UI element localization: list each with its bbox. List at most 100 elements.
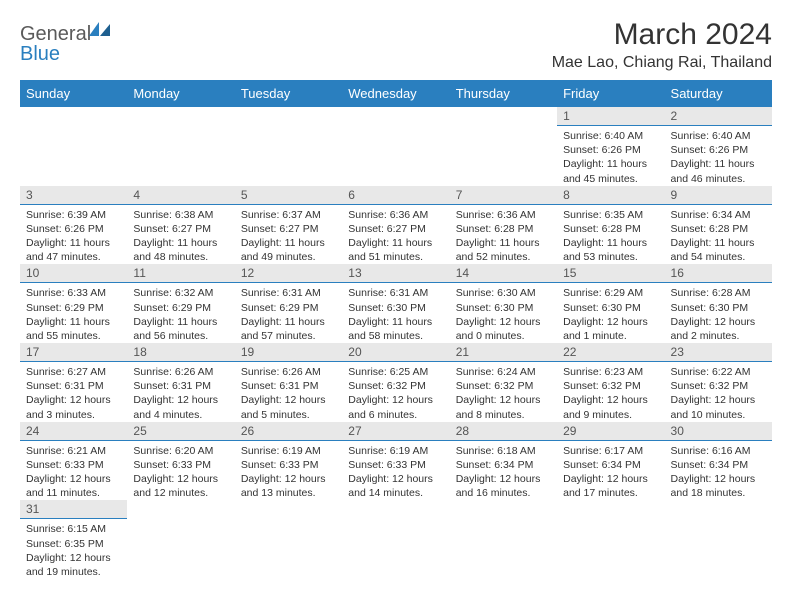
- day-cell: 4Sunrise: 6:38 AMSunset: 6:27 PMDaylight…: [127, 186, 234, 265]
- sunset-line: Sunset: 6:27 PM: [241, 222, 336, 236]
- day-number: 29: [557, 422, 664, 441]
- day-body: Sunrise: 6:20 AMSunset: 6:33 PMDaylight:…: [127, 441, 234, 501]
- weekday-header: Saturday: [665, 80, 772, 107]
- calendar: SundayMondayTuesdayWednesdayThursdayFrid…: [20, 80, 772, 579]
- daylight-line: Daylight: 11 hours and 57 minutes.: [241, 315, 336, 343]
- day-number: 6: [342, 186, 449, 205]
- sunset-line: Sunset: 6:34 PM: [671, 458, 766, 472]
- sunrise-line: Sunrise: 6:24 AM: [456, 365, 551, 379]
- daylight-line: Daylight: 12 hours and 1 minute.: [563, 315, 658, 343]
- day-cell: 3Sunrise: 6:39 AMSunset: 6:26 PMDaylight…: [20, 186, 127, 265]
- day-cell: 28Sunrise: 6:18 AMSunset: 6:34 PMDayligh…: [450, 422, 557, 501]
- sunrise-line: Sunrise: 6:40 AM: [671, 129, 766, 143]
- day-number: 22: [557, 343, 664, 362]
- daylight-line: Daylight: 12 hours and 12 minutes.: [133, 472, 228, 500]
- day-cell: 25Sunrise: 6:20 AMSunset: 6:33 PMDayligh…: [127, 422, 234, 501]
- weekday-header: Friday: [557, 80, 664, 107]
- day-number: 13: [342, 264, 449, 283]
- day-body: Sunrise: 6:37 AMSunset: 6:27 PMDaylight:…: [235, 205, 342, 265]
- sunrise-line: Sunrise: 6:17 AM: [563, 444, 658, 458]
- day-body: Sunrise: 6:18 AMSunset: 6:34 PMDaylight:…: [450, 441, 557, 501]
- daylight-line: Daylight: 11 hours and 55 minutes.: [26, 315, 121, 343]
- sunset-line: Sunset: 6:30 PM: [671, 301, 766, 315]
- daylight-line: Daylight: 11 hours and 58 minutes.: [348, 315, 443, 343]
- sunset-line: Sunset: 6:34 PM: [563, 458, 658, 472]
- logo-text: General Blue: [20, 24, 111, 64]
- day-body: Sunrise: 6:34 AMSunset: 6:28 PMDaylight:…: [665, 205, 772, 265]
- day-cell: 24Sunrise: 6:21 AMSunset: 6:33 PMDayligh…: [20, 422, 127, 501]
- sunrise-line: Sunrise: 6:22 AM: [671, 365, 766, 379]
- empty-cell: [20, 107, 127, 186]
- day-number: 1: [557, 107, 664, 126]
- sunrise-line: Sunrise: 6:19 AM: [348, 444, 443, 458]
- daylight-line: Daylight: 11 hours and 46 minutes.: [671, 157, 766, 185]
- location: Mae Lao, Chiang Rai, Thailand: [552, 54, 772, 72]
- header: General Blue March 2024 Mae Lao, Chiang …: [20, 18, 772, 72]
- sail-icon: [89, 22, 111, 36]
- day-body: Sunrise: 6:40 AMSunset: 6:26 PMDaylight:…: [557, 126, 664, 186]
- day-number: 5: [235, 186, 342, 205]
- calendar-body: 1Sunrise: 6:40 AMSunset: 6:26 PMDaylight…: [20, 107, 772, 579]
- day-body: Sunrise: 6:28 AMSunset: 6:30 PMDaylight:…: [665, 283, 772, 343]
- day-body: Sunrise: 6:16 AMSunset: 6:34 PMDaylight:…: [665, 441, 772, 501]
- day-body: Sunrise: 6:17 AMSunset: 6:34 PMDaylight:…: [557, 441, 664, 501]
- weekday-row: SundayMondayTuesdayWednesdayThursdayFrid…: [20, 80, 772, 107]
- daylight-line: Daylight: 11 hours and 53 minutes.: [563, 236, 658, 264]
- day-body: Sunrise: 6:40 AMSunset: 6:26 PMDaylight:…: [665, 126, 772, 186]
- daylight-line: Daylight: 12 hours and 18 minutes.: [671, 472, 766, 500]
- day-number: 14: [450, 264, 557, 283]
- sunrise-line: Sunrise: 6:15 AM: [26, 522, 121, 536]
- sunset-line: Sunset: 6:32 PM: [563, 379, 658, 393]
- sunset-line: Sunset: 6:29 PM: [133, 301, 228, 315]
- day-cell: 11Sunrise: 6:32 AMSunset: 6:29 PMDayligh…: [127, 264, 234, 343]
- day-number: 3: [20, 186, 127, 205]
- day-body: Sunrise: 6:29 AMSunset: 6:30 PMDaylight:…: [557, 283, 664, 343]
- sunrise-line: Sunrise: 6:39 AM: [26, 208, 121, 222]
- month-title: March 2024: [552, 18, 772, 52]
- day-number: 20: [342, 343, 449, 362]
- day-cell: 14Sunrise: 6:30 AMSunset: 6:30 PMDayligh…: [450, 264, 557, 343]
- sunrise-line: Sunrise: 6:29 AM: [563, 286, 658, 300]
- sunset-line: Sunset: 6:32 PM: [671, 379, 766, 393]
- sunset-line: Sunset: 6:26 PM: [563, 143, 658, 157]
- day-body: Sunrise: 6:31 AMSunset: 6:29 PMDaylight:…: [235, 283, 342, 343]
- daylight-line: Daylight: 12 hours and 3 minutes.: [26, 393, 121, 421]
- day-number: 24: [20, 422, 127, 441]
- sunset-line: Sunset: 6:33 PM: [241, 458, 336, 472]
- sunrise-line: Sunrise: 6:31 AM: [241, 286, 336, 300]
- day-number: 12: [235, 264, 342, 283]
- sunset-line: Sunset: 6:35 PM: [26, 537, 121, 551]
- day-cell: 1Sunrise: 6:40 AMSunset: 6:26 PMDaylight…: [557, 107, 664, 186]
- weekday-header: Sunday: [20, 80, 127, 107]
- sunset-line: Sunset: 6:27 PM: [133, 222, 228, 236]
- daylight-line: Daylight: 11 hours and 45 minutes.: [563, 157, 658, 185]
- sunrise-line: Sunrise: 6:28 AM: [671, 286, 766, 300]
- daylight-line: Daylight: 12 hours and 2 minutes.: [671, 315, 766, 343]
- day-number: 25: [127, 422, 234, 441]
- sunset-line: Sunset: 6:32 PM: [348, 379, 443, 393]
- sunset-line: Sunset: 6:30 PM: [563, 301, 658, 315]
- day-body: Sunrise: 6:25 AMSunset: 6:32 PMDaylight:…: [342, 362, 449, 422]
- day-body: Sunrise: 6:21 AMSunset: 6:33 PMDaylight:…: [20, 441, 127, 501]
- day-cell: 29Sunrise: 6:17 AMSunset: 6:34 PMDayligh…: [557, 422, 664, 501]
- day-cell: 30Sunrise: 6:16 AMSunset: 6:34 PMDayligh…: [665, 422, 772, 501]
- day-body: Sunrise: 6:19 AMSunset: 6:33 PMDaylight:…: [235, 441, 342, 501]
- day-number: 28: [450, 422, 557, 441]
- calendar-row: 1Sunrise: 6:40 AMSunset: 6:26 PMDaylight…: [20, 107, 772, 186]
- sunset-line: Sunset: 6:31 PM: [241, 379, 336, 393]
- sunrise-line: Sunrise: 6:31 AM: [348, 286, 443, 300]
- day-cell: 12Sunrise: 6:31 AMSunset: 6:29 PMDayligh…: [235, 264, 342, 343]
- calendar-row: 10Sunrise: 6:33 AMSunset: 6:29 PMDayligh…: [20, 264, 772, 343]
- sunset-line: Sunset: 6:30 PM: [456, 301, 551, 315]
- day-body: Sunrise: 6:33 AMSunset: 6:29 PMDaylight:…: [20, 283, 127, 343]
- sunset-line: Sunset: 6:31 PM: [133, 379, 228, 393]
- day-body: Sunrise: 6:36 AMSunset: 6:27 PMDaylight:…: [342, 205, 449, 265]
- day-body: Sunrise: 6:15 AMSunset: 6:35 PMDaylight:…: [20, 519, 127, 579]
- day-cell: 10Sunrise: 6:33 AMSunset: 6:29 PMDayligh…: [20, 264, 127, 343]
- empty-cell: [235, 500, 342, 579]
- sunset-line: Sunset: 6:26 PM: [671, 143, 766, 157]
- sunset-line: Sunset: 6:28 PM: [671, 222, 766, 236]
- calendar-row: 17Sunrise: 6:27 AMSunset: 6:31 PMDayligh…: [20, 343, 772, 422]
- empty-cell: [557, 500, 664, 579]
- daylight-line: Daylight: 12 hours and 13 minutes.: [241, 472, 336, 500]
